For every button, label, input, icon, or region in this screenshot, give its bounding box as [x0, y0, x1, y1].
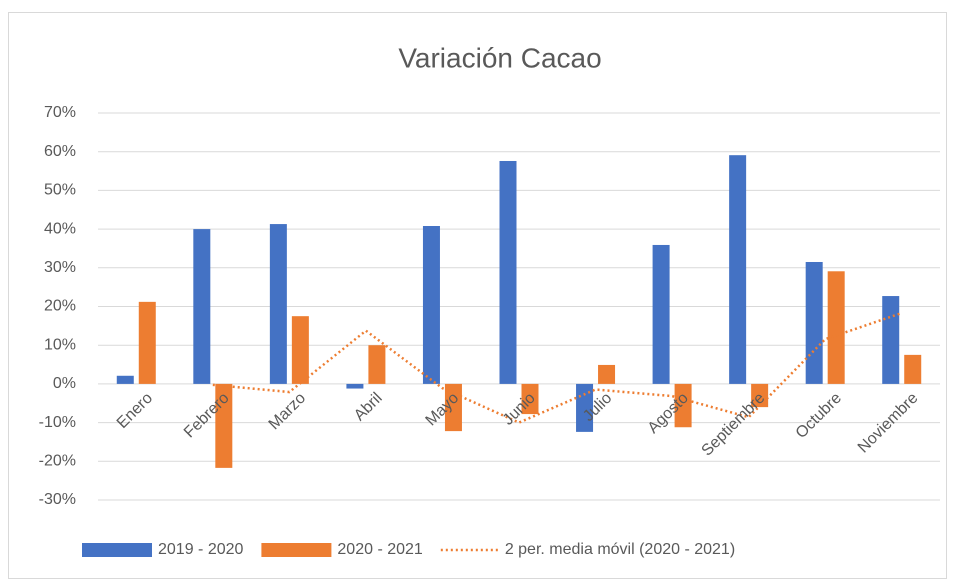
bar [368, 345, 386, 384]
bar [138, 301, 156, 384]
bar [291, 316, 309, 384]
bar [346, 383, 364, 389]
y-tick-label: -10% [39, 414, 76, 431]
bar [674, 383, 692, 428]
bar [422, 226, 440, 384]
bar [269, 224, 287, 384]
bar [499, 160, 517, 384]
chart-border [8, 12, 947, 579]
moving-average-line [212, 311, 903, 424]
bar [904, 354, 922, 384]
legend-label: 2020 - 2021 [337, 541, 423, 558]
y-tick-label: 50% [44, 182, 76, 199]
y-tick-label: 0% [53, 375, 76, 392]
y-tick-label: -20% [39, 453, 76, 470]
y-tick-label: 60% [44, 143, 76, 160]
y-tick-label: -30% [39, 491, 76, 508]
chart-title: Variación Cacao [398, 42, 601, 73]
legend-label: 2 per. media móvil (2020 - 2021) [505, 541, 735, 558]
bar [215, 383, 233, 468]
bar [193, 229, 211, 384]
bar [827, 271, 845, 384]
bar [116, 375, 134, 384]
bar [882, 296, 900, 384]
bar [652, 244, 670, 384]
bar [444, 383, 462, 432]
y-tick-label: 30% [44, 259, 76, 276]
y-tick-label: 70% [44, 104, 76, 121]
bar [729, 155, 747, 384]
bar [521, 383, 539, 415]
bar [805, 261, 823, 384]
legend-label: 2019 - 2020 [158, 541, 244, 558]
legend-swatch [261, 543, 332, 557]
bar [598, 364, 616, 384]
y-tick-label: 20% [44, 298, 76, 315]
y-tick-label: 10% [44, 336, 76, 353]
y-tick-label: 40% [44, 220, 76, 237]
legend-swatch [82, 543, 152, 557]
